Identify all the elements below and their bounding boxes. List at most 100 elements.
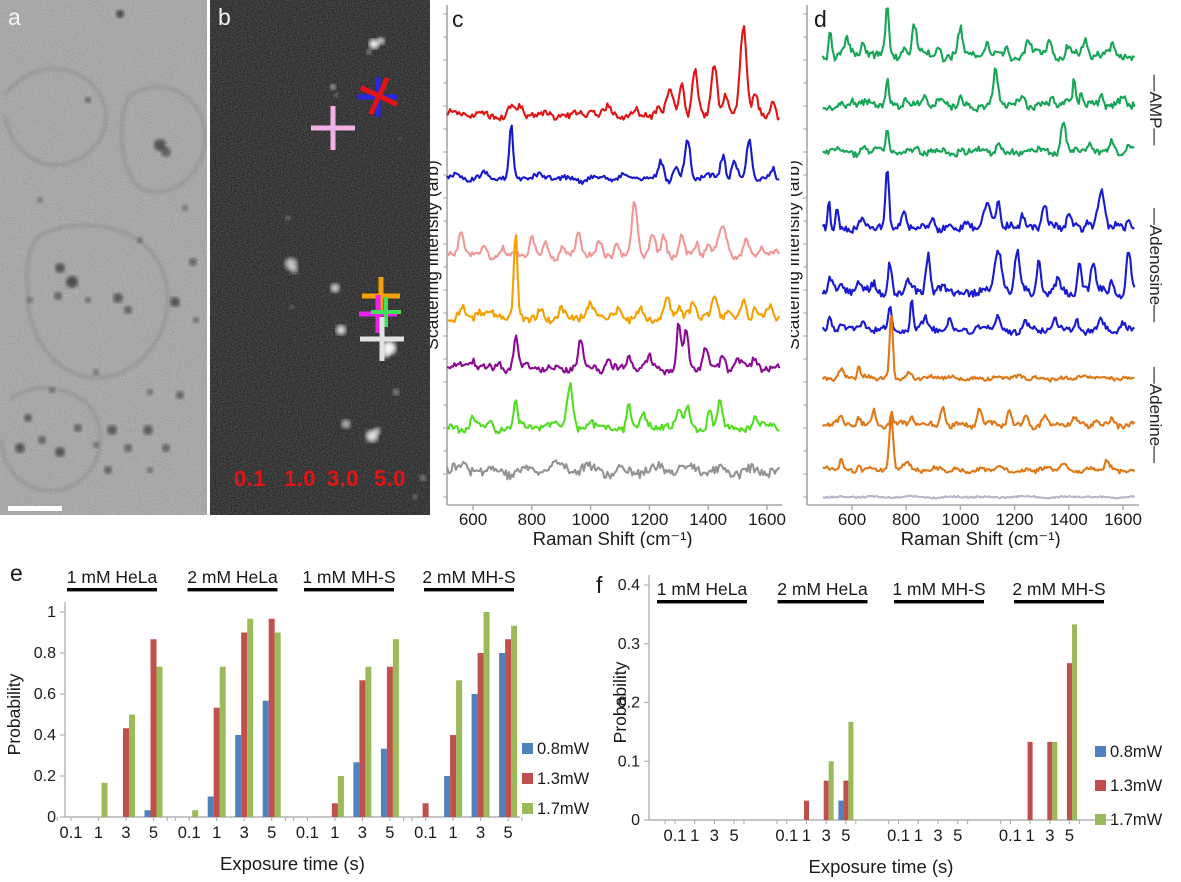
- x-tick-label: 1600: [1104, 510, 1142, 529]
- bar-1.3mW: [1027, 741, 1033, 820]
- group-label: 2 mM MH-S: [1012, 579, 1105, 599]
- group-label: 2 mM HeLa: [187, 567, 278, 587]
- spectrum-trace-spot-purple: [446, 322, 781, 376]
- spectrum-trace-spot-red: [446, 25, 781, 122]
- spectrum-trace-control: [822, 494, 1136, 500]
- bar-1.3mW: [1067, 663, 1072, 820]
- x-tick-label: 3: [121, 824, 130, 842]
- x-tick-label: 1600: [748, 510, 786, 529]
- exposure-time-label: 0.1: [233, 466, 267, 491]
- bar-1.3mW: [804, 800, 809, 820]
- bar-1.7mW: [156, 666, 163, 817]
- group-underline: [187, 588, 278, 592]
- bar-1.7mW: [392, 639, 399, 817]
- x-tick-label: 1200: [630, 510, 668, 529]
- legend-label: 1.7mW: [1110, 811, 1163, 829]
- bar-1.7mW: [337, 776, 344, 817]
- x-tick-label: 600: [459, 510, 487, 529]
- x-tick-label: 1400: [689, 510, 727, 529]
- legend-label: 1.3mW: [537, 770, 590, 788]
- bar-1.3mW: [213, 707, 220, 817]
- panel-label-b: b: [218, 4, 231, 30]
- bar-1.7mW: [247, 618, 254, 817]
- white-cross: [360, 317, 404, 361]
- x-tick-label: 5: [1065, 827, 1074, 845]
- legend-label: 1.3mW: [1110, 777, 1163, 795]
- molecule-label-adenine: —Adenine—: [1146, 367, 1165, 463]
- spectrum-trace-amp-2: [822, 67, 1136, 113]
- legend-label: 1.7mW: [537, 800, 590, 818]
- y-tick-label: 0.2: [34, 768, 56, 785]
- bar-1.7mW: [365, 666, 372, 817]
- bar-1.7mW: [511, 625, 518, 817]
- bar-1.3mW: [331, 803, 338, 817]
- raman-spectra-chart-d: 600 800 1000 1200 1400 1600 Raman Shift (cm⁻¹)…: [783, 5, 1165, 549]
- bar-0.8mW: [353, 762, 360, 817]
- x-axis-label: Raman Shift (cm⁻¹): [533, 528, 693, 548]
- panel-label-f: f: [596, 572, 603, 598]
- spectrum-trace-adenosine-3: [821, 299, 1136, 337]
- group-underline: [777, 600, 868, 604]
- bar-chart-e: 1 mM HeLa 2 mM HeLa 1 mM MH-S 2 mM MH-S 0 0.2…: [4, 567, 590, 874]
- group-label: 1 mM MH-S: [892, 579, 985, 599]
- bar-1.7mW: [483, 612, 490, 817]
- fluorescence-image: [210, 0, 430, 515]
- bar-0.8mW: [235, 735, 242, 817]
- x-tick-label: 0.1: [414, 824, 437, 842]
- panel-b-fluorescence-micrograph: 0.1 1.0 3.0 5.0: [210, 0, 430, 515]
- bar-0.8mW: [838, 800, 844, 820]
- spectrum-trace-adenine-3: [822, 416, 1136, 475]
- bar-0.8mW: [144, 810, 151, 817]
- x-axis-label: Exposure time (s): [809, 856, 954, 877]
- panel-a-brightfield-micrograph: [0, 0, 207, 515]
- exposure-time-label: 3.0: [326, 466, 360, 491]
- x-tick-label: 1: [914, 827, 923, 845]
- group-label: 2 mM HeLa: [777, 579, 868, 599]
- x-tick-label: 3: [710, 827, 719, 845]
- micrograph-image: [0, 0, 207, 515]
- bar-1.7mW: [828, 761, 834, 820]
- x-tick-label: 3: [1045, 827, 1054, 845]
- x-tick-label: 600: [838, 510, 866, 529]
- x-tick-label: 1000: [941, 510, 979, 529]
- group-underline: [1014, 600, 1104, 604]
- green-cross: [371, 297, 401, 327]
- x-tick-label: 3: [358, 824, 367, 842]
- spectrum-trace-amp-1: [821, 7, 1136, 63]
- spectrum-trace-adenine-2: [822, 405, 1136, 431]
- panel-label-e: e: [10, 560, 23, 586]
- y-axis-label: Scattering intensity (arb): [791, 160, 803, 350]
- spectrum-trace-amp-3: [822, 121, 1135, 159]
- group-label: 1 mM HeLa: [67, 567, 158, 587]
- panel-f-probability-bar-chart: 1 mM HeLa 2 mM HeLa 1 mM MH-S 2 mM MH-S 0 0.1…: [590, 550, 1181, 882]
- x-tick-label: 1: [449, 824, 458, 842]
- bar-0.8mW: [380, 748, 387, 817]
- bar-1.7mW: [129, 714, 135, 817]
- bar-1.7mW: [456, 680, 463, 817]
- spectrum-trace-spot-gray: [446, 459, 781, 481]
- x-tick-label: 1400: [1050, 510, 1088, 529]
- x-tick-label: 0.1: [887, 827, 910, 845]
- spectrum-trace-adenine-1: [821, 315, 1135, 383]
- legend-label: 0.8mW: [1110, 743, 1163, 761]
- bar-1.7mW: [101, 782, 108, 817]
- bar-1.7mW: [274, 632, 281, 817]
- bar-1.3mW: [477, 653, 484, 817]
- bar-1.3mW: [150, 639, 157, 817]
- x-tick-label: 800: [518, 510, 546, 529]
- molecule-label-adenosine: —Adenosine—: [1146, 208, 1165, 322]
- panel-label-d: d: [814, 6, 827, 32]
- spectrum-trace-spot-pink: [446, 200, 781, 262]
- x-tick-label: 5: [841, 827, 850, 845]
- bar-1.3mW: [422, 803, 429, 817]
- y-axis-label: Scattering intensity (arb): [430, 160, 442, 350]
- group-label: 2 mM MH-S: [422, 567, 515, 587]
- spectrum-trace-spot-orange: [446, 233, 781, 325]
- y-tick-label: 0.3: [618, 636, 640, 653]
- y-tick-label: 0.1: [618, 753, 640, 770]
- x-axis-label: Raman Shift (cm⁻¹): [901, 528, 1061, 548]
- x-tick-label: 800: [892, 510, 920, 529]
- bar-1.3mW: [505, 639, 512, 817]
- group-underline: [424, 588, 514, 592]
